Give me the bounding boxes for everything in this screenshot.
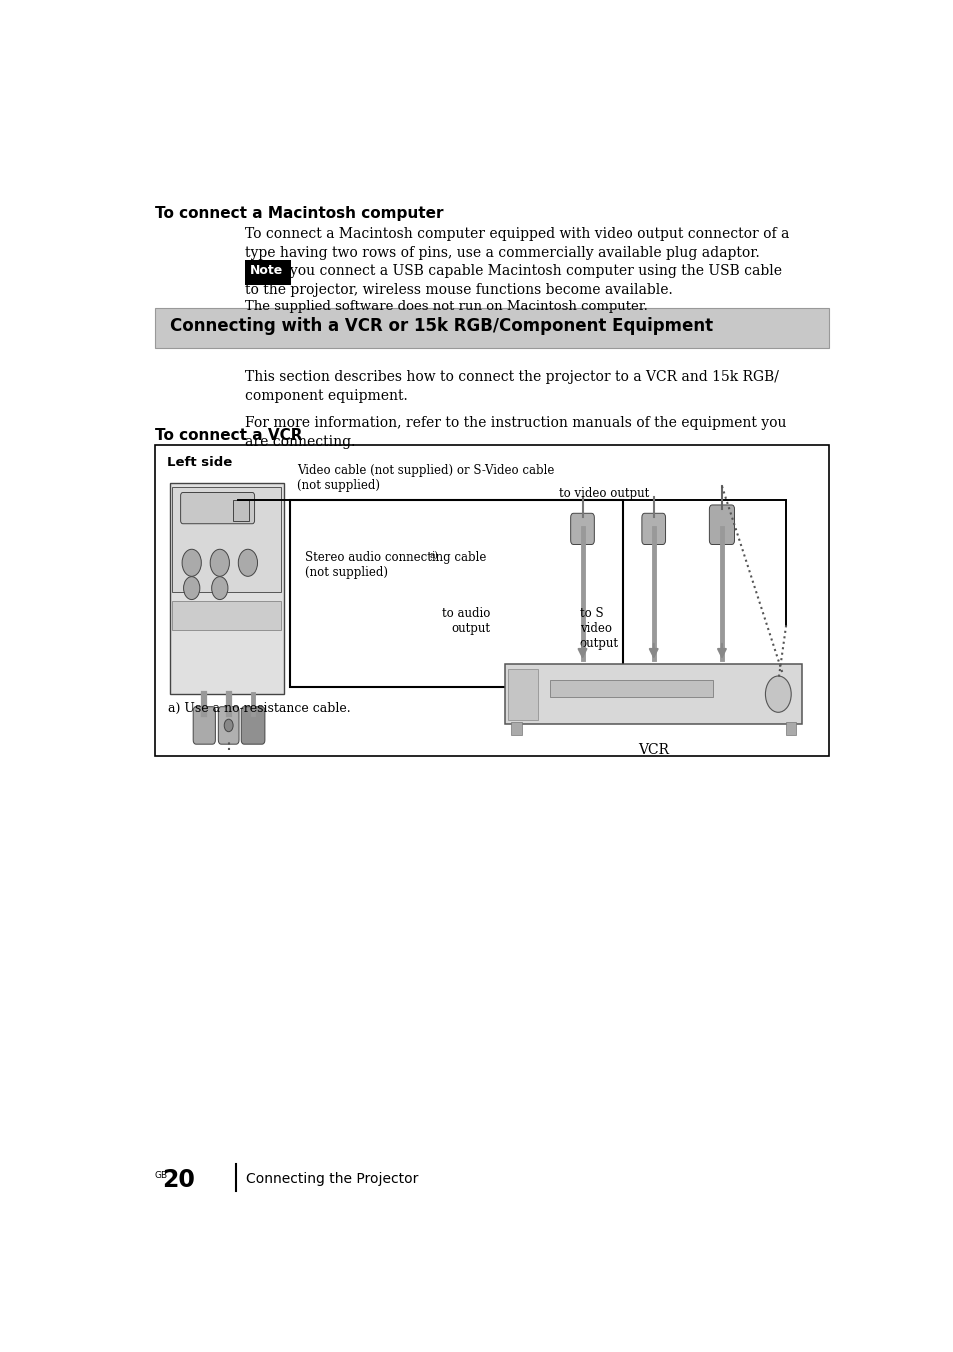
Text: to S
video
output: to S video output xyxy=(578,607,618,650)
Text: To connect a Macintosh computer equipped with video output connector of a: To connect a Macintosh computer equipped… xyxy=(245,227,788,241)
Text: to video output: to video output xyxy=(558,487,649,500)
Text: Video cable (not supplied) or S-Video cable
(not supplied): Video cable (not supplied) or S-Video ca… xyxy=(297,464,555,492)
FancyBboxPatch shape xyxy=(170,483,284,694)
Text: to the projector, wireless mouse functions become available.: to the projector, wireless mouse functio… xyxy=(245,283,672,297)
FancyBboxPatch shape xyxy=(549,680,712,698)
Text: This section describes how to connect the projector to a VCR and 15k RGB/: This section describes how to connect th… xyxy=(245,370,778,384)
Text: When you connect a USB capable Macintosh computer using the USB cable: When you connect a USB capable Macintosh… xyxy=(245,264,781,279)
Text: To connect a VCR: To connect a VCR xyxy=(154,427,302,442)
Circle shape xyxy=(210,549,229,576)
FancyBboxPatch shape xyxy=(172,487,281,592)
FancyBboxPatch shape xyxy=(505,664,801,725)
Circle shape xyxy=(224,719,233,731)
Text: VCR: VCR xyxy=(638,744,668,757)
Text: a) Use a no-resistance cable.: a) Use a no-resistance cable. xyxy=(168,702,351,714)
FancyBboxPatch shape xyxy=(154,445,828,756)
FancyBboxPatch shape xyxy=(233,500,249,521)
Circle shape xyxy=(238,549,257,576)
FancyBboxPatch shape xyxy=(511,722,521,735)
FancyBboxPatch shape xyxy=(709,504,734,545)
Circle shape xyxy=(182,549,201,576)
Text: type having two rows of pins, use a commercially available plug adaptor.: type having two rows of pins, use a comm… xyxy=(245,246,759,260)
Text: Left side: Left side xyxy=(167,456,232,469)
FancyBboxPatch shape xyxy=(241,707,265,744)
Circle shape xyxy=(764,676,790,713)
Text: to audio
output: to audio output xyxy=(441,607,490,634)
FancyBboxPatch shape xyxy=(785,722,796,735)
Circle shape xyxy=(212,577,228,599)
Text: For more information, refer to the instruction manuals of the equipment you: For more information, refer to the instr… xyxy=(245,416,785,430)
Text: The supplied software does not run on Macintosh computer.: The supplied software does not run on Ma… xyxy=(245,300,647,312)
FancyBboxPatch shape xyxy=(172,600,281,630)
FancyBboxPatch shape xyxy=(245,260,291,285)
FancyBboxPatch shape xyxy=(508,669,537,719)
FancyBboxPatch shape xyxy=(570,514,594,545)
FancyBboxPatch shape xyxy=(154,308,828,347)
Text: Note: Note xyxy=(249,264,282,277)
FancyBboxPatch shape xyxy=(180,492,254,523)
Text: GB: GB xyxy=(154,1171,168,1180)
Text: are connecting.: are connecting. xyxy=(245,435,355,449)
Text: Connecting with a VCR or 15k RGB/Component Equipment: Connecting with a VCR or 15k RGB/Compone… xyxy=(170,316,712,335)
Text: component equipment.: component equipment. xyxy=(245,389,407,403)
FancyBboxPatch shape xyxy=(641,514,665,545)
Text: To connect a Macintosh computer: To connect a Macintosh computer xyxy=(154,206,443,220)
Circle shape xyxy=(183,577,199,599)
FancyBboxPatch shape xyxy=(218,707,239,744)
Text: Stereo audio connecting cable
(not supplied): Stereo audio connecting cable (not suppl… xyxy=(305,550,486,579)
Text: Connecting the Projector: Connecting the Projector xyxy=(246,1172,418,1186)
FancyBboxPatch shape xyxy=(193,707,215,744)
Text: 20: 20 xyxy=(162,1168,194,1192)
Text: a): a) xyxy=(429,550,437,560)
